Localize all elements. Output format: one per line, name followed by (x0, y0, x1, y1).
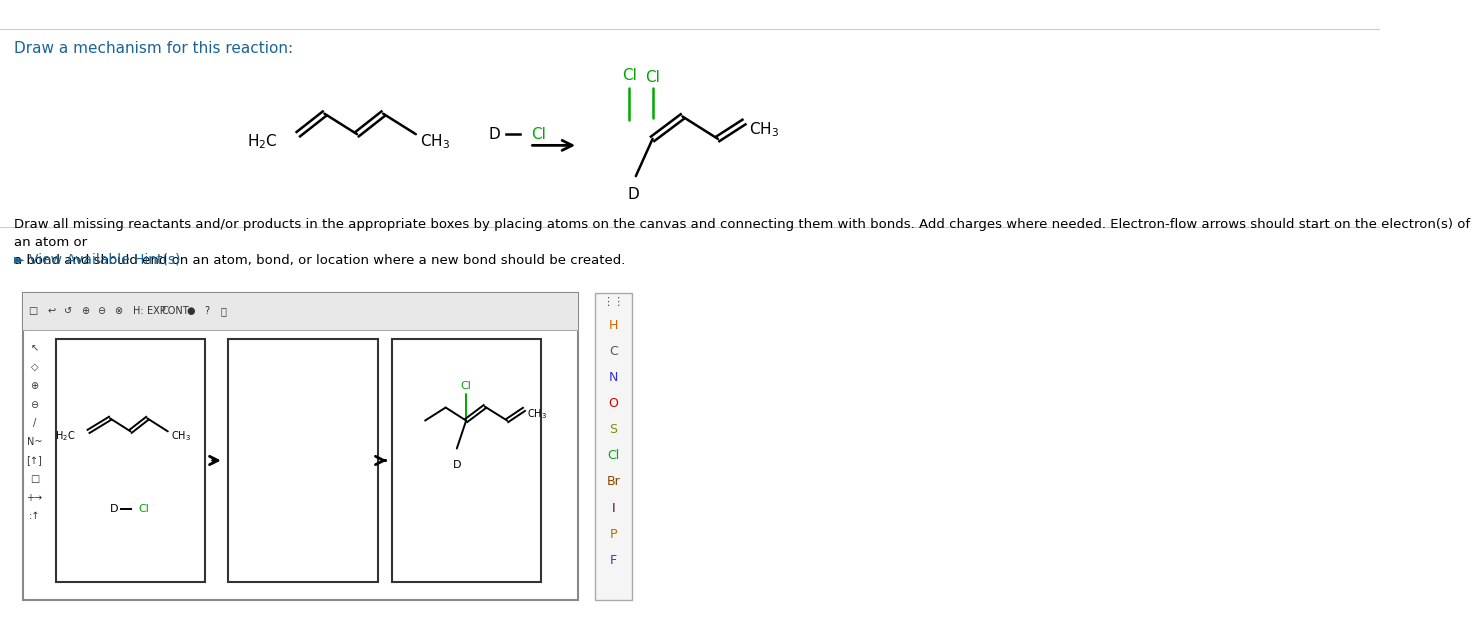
Text: CH$_3$: CH$_3$ (420, 133, 450, 151)
Text: ↖: ↖ (31, 344, 38, 353)
Text: CH$_3$: CH$_3$ (170, 429, 191, 443)
Text: ↺: ↺ (64, 306, 73, 316)
Text: ↩: ↩ (47, 306, 55, 316)
Text: Draw a mechanism for this reaction:: Draw a mechanism for this reaction: (13, 41, 293, 56)
Bar (24, 293, 579, 330)
Text: ⤢: ⤢ (221, 306, 226, 316)
Text: CH$_3$: CH$_3$ (749, 120, 778, 139)
Bar (228, 339, 377, 582)
Text: N~: N~ (27, 437, 43, 447)
Text: ◇: ◇ (31, 362, 38, 372)
Text: [↑]: [↑] (27, 456, 43, 466)
Text: P: P (610, 528, 617, 541)
Text: Cl: Cl (138, 504, 149, 514)
Text: H$_2$C: H$_2$C (247, 133, 278, 151)
Text: Cl: Cl (460, 380, 472, 391)
Text: H: H (608, 319, 619, 332)
Text: ⊕: ⊕ (81, 306, 89, 316)
Text: ► View Available Hint(s): ► View Available Hint(s) (13, 252, 181, 266)
Text: ⊖: ⊖ (98, 306, 105, 316)
Text: N: N (608, 371, 619, 384)
Text: H$_2$C: H$_2$C (55, 429, 75, 443)
Text: F: F (610, 554, 617, 567)
Text: D: D (453, 460, 462, 469)
Text: C: C (610, 345, 617, 358)
Text: D: D (488, 127, 500, 142)
Text: Cl: Cl (607, 449, 620, 463)
Text: ?: ? (204, 306, 210, 316)
Text: CH$_3$: CH$_3$ (527, 407, 546, 421)
Text: Cl: Cl (622, 68, 636, 83)
Text: Draw all missing reactants and/or products in the appropriate boxes by placing a: Draw all missing reactants and/or produc… (13, 218, 1470, 267)
Text: ⊕: ⊕ (31, 381, 38, 391)
Text: I: I (611, 502, 616, 514)
Text: ●: ● (186, 306, 195, 316)
Bar (24, 293, 579, 600)
Text: Cl: Cl (645, 70, 660, 85)
Text: H:: H: (133, 306, 144, 316)
Text: CONT: CONT (161, 306, 189, 316)
Text: /: / (33, 418, 36, 428)
Text: D: D (628, 187, 639, 203)
Text: ⊖: ⊖ (31, 399, 38, 410)
Text: Br: Br (607, 475, 620, 488)
Text: EXP: EXP (147, 306, 166, 316)
Text: ⊗: ⊗ (114, 306, 123, 316)
Text: D: D (110, 504, 118, 514)
Text: +→: +→ (27, 493, 43, 503)
Text: ⋮⋮: ⋮⋮ (602, 297, 625, 307)
Text: □: □ (30, 474, 38, 484)
Bar (56, 339, 206, 582)
Text: □: □ (28, 306, 37, 316)
Text: S: S (610, 423, 617, 436)
Text: Cl: Cl (531, 127, 546, 142)
Text: O: O (608, 397, 619, 410)
Text: :↑: :↑ (28, 511, 40, 521)
Bar (595, 293, 632, 600)
Bar (392, 339, 540, 582)
